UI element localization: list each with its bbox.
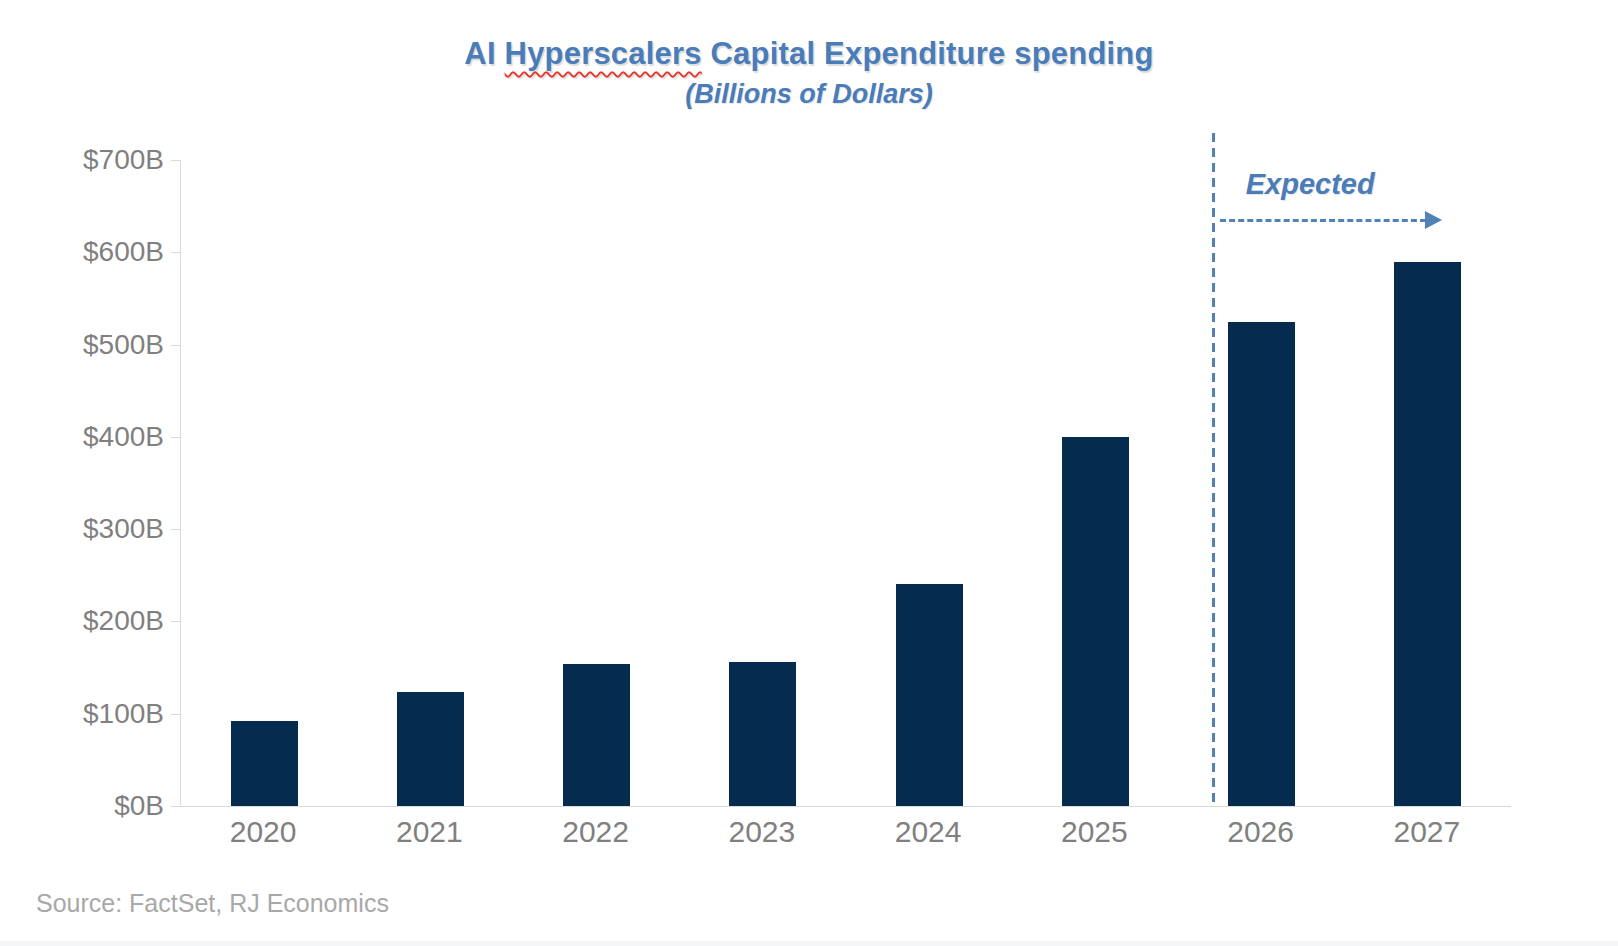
y-tick-label: $0B: [114, 792, 164, 820]
bar-slot-2026: [1179, 160, 1345, 806]
arrow-head-icon: [1425, 211, 1442, 229]
bars-row: [181, 160, 1511, 806]
y-tick-mark: [171, 806, 180, 807]
y-tick-label: $200B: [83, 607, 164, 635]
y-tick-label: $600B: [83, 238, 164, 266]
bar-slot-2021: [347, 160, 513, 806]
bar-2024: [896, 584, 963, 806]
bar-slot-2027: [1345, 160, 1511, 806]
expected-arrow: [1220, 211, 1442, 229]
y-tick-mark: [171, 252, 180, 253]
y-tick-label: $100B: [83, 700, 164, 728]
bar-2022: [563, 664, 630, 806]
capex-bar-chart: AI Hyperscalers Capital Expenditure spen…: [0, 0, 1618, 946]
bar-slot-2025: [1012, 160, 1178, 806]
y-tick-mark: [171, 437, 180, 438]
bar-2025: [1062, 437, 1129, 806]
y-tick-label: $700B: [83, 146, 164, 174]
bar-slot-2020: [181, 160, 347, 806]
bottom-strip: [0, 941, 1618, 946]
y-tick-mark: [171, 529, 180, 530]
y-tick-mark: [171, 345, 180, 346]
title-text-after: Capital Expenditure spending: [702, 36, 1154, 71]
bar-2020: [231, 721, 298, 806]
x-axis-label-2025: 2025: [1011, 815, 1177, 849]
plot-area: $0B$100B$200B$300B$400B$500B$600B$700B E…: [180, 160, 1511, 807]
x-axis-label-2022: 2022: [513, 815, 679, 849]
x-axis-labels: 20202021202220232024202520262027: [180, 815, 1510, 849]
y-tick-mark: [171, 621, 180, 622]
x-axis-label-2026: 2026: [1178, 815, 1344, 849]
bar-2026: [1228, 322, 1295, 806]
y-tick-label: $400B: [83, 423, 164, 451]
y-tick-mark: [171, 160, 180, 161]
bar-2021: [397, 692, 464, 806]
forecast-divider-line: [1212, 133, 1215, 806]
x-axis-label-2027: 2027: [1344, 815, 1510, 849]
bar-slot-2022: [514, 160, 680, 806]
title-misspelled-word: Hyperscalers: [505, 36, 702, 71]
y-tick-label: $500B: [83, 331, 164, 359]
chart-title: AI Hyperscalers Capital Expenditure spen…: [0, 36, 1618, 72]
y-tick-mark: [171, 714, 180, 715]
chart-header: AI Hyperscalers Capital Expenditure spen…: [0, 36, 1618, 110]
bar-slot-2023: [680, 160, 846, 806]
chart-subtitle: (Billions of Dollars): [0, 79, 1618, 110]
title-text-before: AI: [464, 36, 504, 71]
expected-annotation: Expected: [1220, 168, 1442, 229]
y-tick-label: $300B: [83, 515, 164, 543]
arrow-dashed-line: [1220, 219, 1426, 222]
x-axis-label-2020: 2020: [180, 815, 346, 849]
bar-2023: [729, 662, 796, 806]
bar-slot-2024: [846, 160, 1012, 806]
source-note: Source: FactSet, RJ Economics: [36, 889, 389, 918]
x-axis-label-2021: 2021: [346, 815, 512, 849]
bar-2027: [1394, 262, 1461, 806]
expected-label: Expected: [1246, 168, 1442, 201]
x-axis-label-2024: 2024: [845, 815, 1011, 849]
x-axis-label-2023: 2023: [679, 815, 845, 849]
